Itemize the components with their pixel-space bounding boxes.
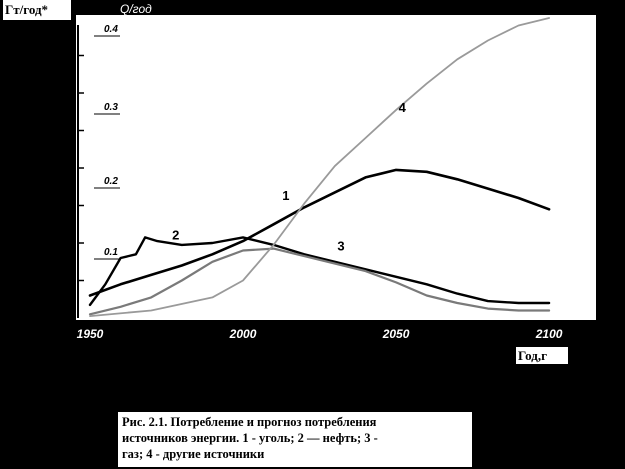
series-label-1: 1 [282,188,289,203]
x-axis-band [76,320,596,345]
caption-line-3: газ; 4 - другие источники [122,447,265,461]
series-label-3: 3 [337,239,344,254]
y2-axis-label: Q/год [120,2,152,16]
y-axis-label: Гт/год* [3,0,71,20]
x-tick-label: 2050 [382,327,410,341]
y-tick-label: 4 [68,238,74,250]
series-line-3 [88,247,551,316]
figure-caption: Рис. 2.1. Потребление и прогноз потребле… [118,412,472,467]
caption-line-2: источников энергии. 1 - уголь; 2 — нефть… [122,431,378,445]
y-tick-label: 2 [67,276,74,288]
series-layer [88,17,551,317]
x-tick-label: 1950 [77,327,104,341]
y2-tick-label: 0.3 [104,102,118,113]
series-line-1 [88,168,551,297]
x-tick-label: 2100 [535,327,563,341]
series-label-2: 2 [172,227,179,242]
caption-line-1: Рис. 2.1. Потребление и прогноз потребле… [122,415,377,429]
series-labels: 1 2 3 4 [172,100,406,254]
y-tick-label: 6 [68,201,75,213]
y-tick-label: 14 [62,51,74,63]
y2-tick-label: 0.1 [104,247,118,258]
y-tick-label: 10 [62,126,75,138]
y2-tick-label: 0.2 [104,176,118,187]
y2-tick-label: 0.4 [104,24,118,35]
y-tick-label: 12 [62,88,74,100]
y-tick-label: 8 [68,163,75,175]
x-tick-label: 2000 [229,327,257,341]
series-line-4 [89,17,550,317]
series-label-4: 4 [399,100,407,115]
x-axis-label: Год,г [516,347,568,364]
